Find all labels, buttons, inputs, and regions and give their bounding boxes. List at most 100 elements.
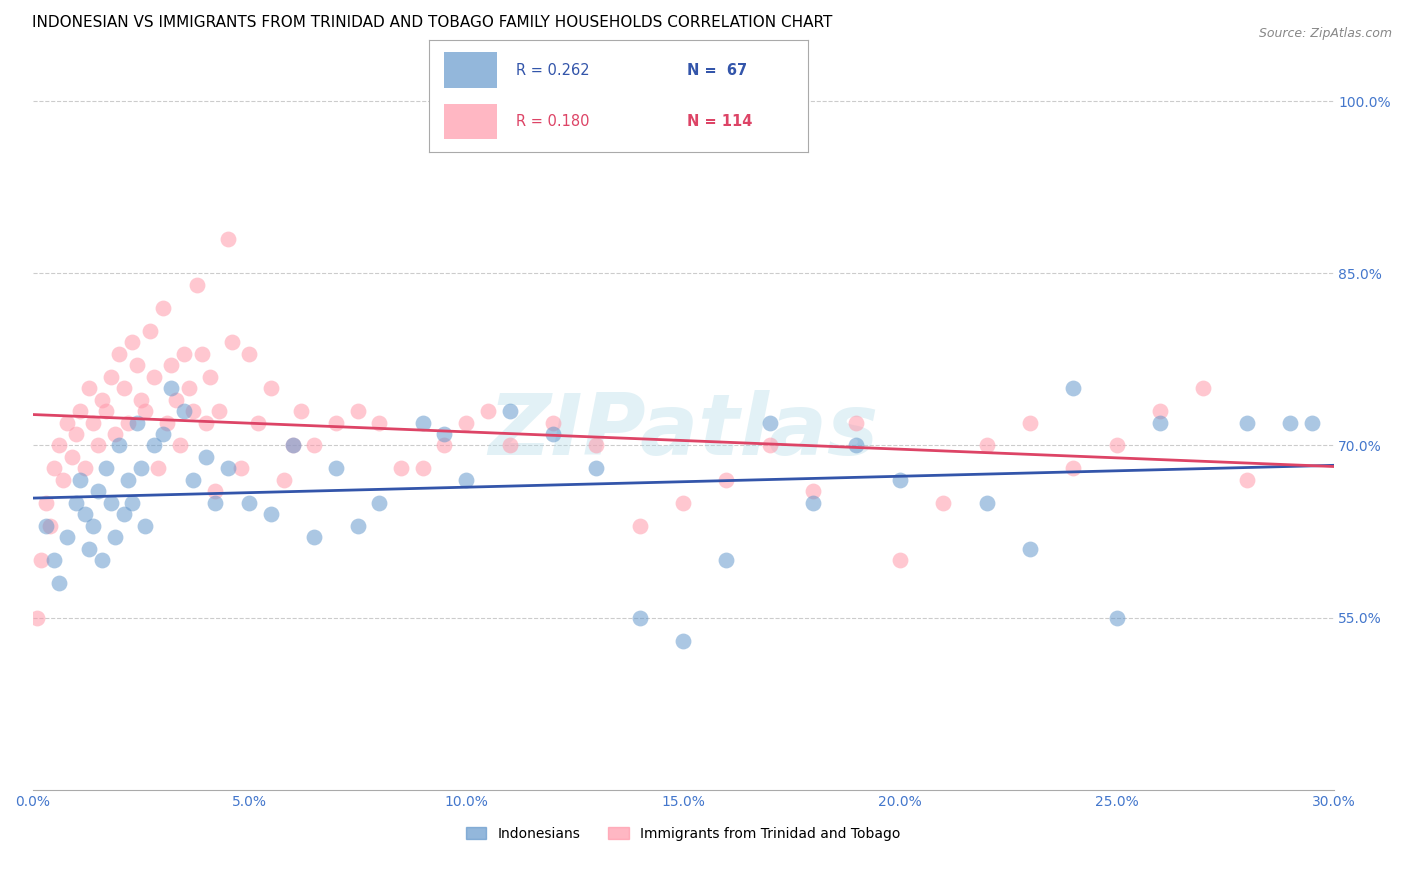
Point (69, 473, 91, 487)
Point (56, 416, 79, 430)
Point (281, 438, 304, 452)
Point (801, 484, 824, 499)
Point (148, 461, 170, 475)
Point (112, 508, 135, 522)
Point (34, 496, 56, 510)
Text: Source: ZipAtlas.com: Source: ZipAtlas.com (1258, 27, 1392, 40)
Point (217, 232, 239, 246)
Point (801, 496, 824, 510)
Text: N =  67: N = 67 (688, 62, 747, 78)
Point (121, 335, 143, 350)
Point (73, 508, 96, 522)
Point (368, 416, 391, 430)
Point (208, 404, 231, 418)
Bar (444, 53, 498, 88)
Point (73, 461, 96, 475)
Point (1062, 461, 1084, 475)
Point (585, 461, 607, 475)
Point (56, 530, 79, 544)
Point (177, 381, 200, 395)
Text: R = 0.180: R = 0.180 (516, 114, 589, 129)
Point (1301, 416, 1323, 430)
Point (129, 461, 152, 475)
Point (221, 335, 243, 350)
Point (368, 496, 391, 510)
Point (52, 473, 75, 487)
Point (142, 438, 165, 452)
Point (129, 392, 152, 407)
Point (412, 461, 434, 475)
Point (100, 369, 122, 384)
Point (1279, 416, 1302, 430)
Point (889, 473, 911, 487)
Point (96, 404, 118, 418)
Point (104, 427, 127, 442)
Point (48, 576, 70, 591)
Point (238, 346, 260, 360)
Point (152, 427, 174, 442)
Point (194, 450, 217, 464)
Point (156, 416, 179, 430)
Text: INDONESIAN VS IMMIGRANTS FROM TRINIDAD AND TOBAGO FAMILY HOUSEHOLDS CORRELATION : INDONESIAN VS IMMIGRANTS FROM TRINIDAD A… (32, 15, 832, 30)
Point (541, 416, 564, 430)
Point (194, 416, 217, 430)
Point (169, 438, 191, 452)
Point (229, 461, 252, 475)
Legend: Indonesians, Immigrants from Trinidad and Tobago: Indonesians, Immigrants from Trinidad an… (460, 822, 905, 847)
Point (456, 473, 478, 487)
Text: ZIPatlas: ZIPatlas (488, 390, 879, 473)
Point (845, 416, 868, 430)
Point (1236, 473, 1258, 487)
Point (1236, 416, 1258, 430)
Point (304, 438, 326, 452)
Point (672, 633, 695, 648)
Point (304, 530, 326, 544)
Point (108, 346, 131, 360)
Point (160, 358, 183, 372)
Point (889, 553, 911, 567)
Point (433, 427, 456, 442)
Point (90, 392, 112, 407)
Point (181, 404, 204, 418)
Point (1192, 381, 1215, 395)
Point (325, 416, 347, 430)
Point (190, 346, 212, 360)
Point (82, 416, 104, 430)
Point (108, 438, 131, 452)
Point (628, 519, 651, 533)
Point (976, 438, 998, 452)
Text: R = 0.262: R = 0.262 (516, 62, 589, 78)
Point (69, 404, 91, 418)
Point (173, 346, 195, 360)
Point (181, 473, 204, 487)
Point (932, 496, 955, 510)
Point (1149, 416, 1171, 430)
Point (125, 416, 148, 430)
Point (716, 473, 738, 487)
Point (273, 473, 295, 487)
Point (100, 496, 122, 510)
Point (498, 438, 520, 452)
Point (1062, 381, 1084, 395)
Point (38, 519, 60, 533)
Point (117, 473, 139, 487)
Point (96, 461, 118, 475)
Point (48, 438, 70, 452)
Bar (444, 103, 498, 139)
Point (34, 519, 56, 533)
Point (758, 416, 780, 430)
Point (758, 438, 780, 452)
Point (204, 496, 226, 510)
Point (260, 381, 283, 395)
Point (1105, 438, 1128, 452)
Point (165, 392, 187, 407)
Point (77, 541, 100, 556)
Point (152, 301, 174, 315)
Point (112, 381, 135, 395)
Point (86, 484, 108, 499)
Point (260, 508, 283, 522)
Point (90, 553, 112, 567)
Point (117, 416, 139, 430)
Point (186, 277, 208, 292)
Point (389, 461, 412, 475)
